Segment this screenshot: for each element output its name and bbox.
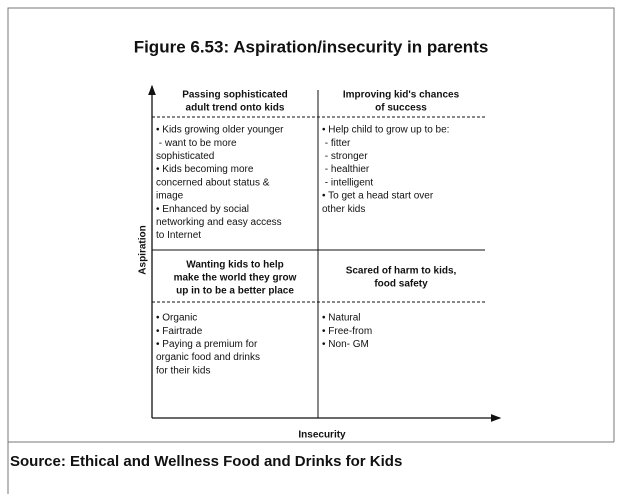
- quadrant-heading: Passing sophisticated: [182, 90, 288, 101]
- quadrant-item: - healthier: [322, 164, 370, 175]
- quadrant-item: - intelligent: [322, 177, 373, 188]
- quadrant-item: • Help child to grow up to be:: [322, 125, 449, 136]
- x-axis-label: Insecurity: [298, 430, 346, 441]
- quadrant-item: • Kids becoming more: [156, 164, 254, 175]
- quadrant-item: for their kids: [156, 365, 210, 376]
- quadrant-heading: make the world they grow: [174, 273, 297, 284]
- quadrant-item: • Organic: [156, 313, 197, 324]
- quadrant-heading: up in to be a better place: [176, 286, 294, 297]
- quadrant-heading: Improving kid's chances: [343, 90, 460, 101]
- quadrant-item: • Kids growing older younger: [156, 125, 284, 136]
- source: Source: Ethical and Wellness Food and Dr…: [10, 453, 402, 470]
- quadrant-heading: adult trend onto kids: [186, 103, 285, 114]
- quadrant-heading: food safety: [374, 279, 428, 290]
- quadrant-item: • Natural: [322, 313, 361, 324]
- figure-title: Figure 6.53: Aspiration/insecurity in pa…: [134, 37, 489, 56]
- y-axis-label: Aspiration: [138, 225, 149, 274]
- quadrant-item: • Free-from: [322, 326, 372, 337]
- quadrant-heading: of success: [375, 103, 427, 114]
- quadrant-item: concerned about status &: [156, 177, 270, 188]
- quadrant-item: to Internet: [156, 230, 201, 241]
- quadrant-heading: Scared of harm to kids,: [346, 266, 457, 277]
- quadrant-item: image: [156, 191, 184, 202]
- quadrant-item: - fitter: [322, 138, 351, 149]
- quadrant-item: - want to be more: [156, 138, 237, 149]
- quadrant-item: • Non- GM: [322, 339, 369, 350]
- frame: [7, 7, 615, 494]
- quadrant-item: • Fairtrade: [156, 326, 203, 337]
- quadrant-item: - stronger: [322, 151, 368, 162]
- quadrant-item: • Enhanced by social: [156, 204, 249, 215]
- quadrant-item: other kids: [322, 204, 365, 215]
- quadrant-item: • To get a head start over: [322, 191, 434, 202]
- quadrant-item: organic food and drinks: [156, 352, 260, 363]
- quadrant-item: sophisticated: [156, 151, 214, 162]
- quadrant-heading: Wanting kids to help: [186, 260, 283, 271]
- quadrant-item: networking and easy access: [156, 217, 282, 228]
- quadrant-item: • Paying a premium for: [156, 339, 258, 350]
